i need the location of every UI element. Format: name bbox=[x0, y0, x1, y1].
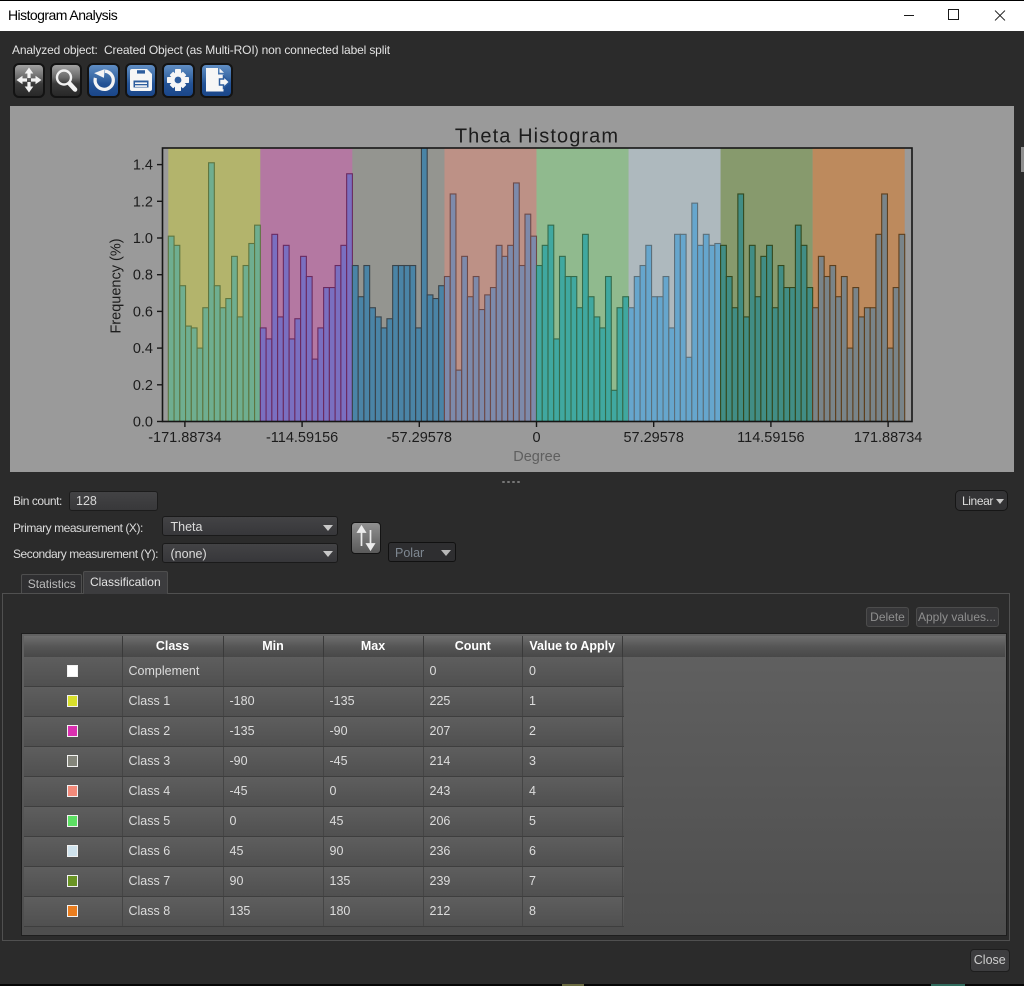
svg-text:0.2: 0.2 bbox=[133, 378, 153, 394]
svg-text:0.8: 0.8 bbox=[133, 268, 153, 284]
svg-text:0.6: 0.6 bbox=[133, 304, 153, 320]
svg-text:114.59156: 114.59156 bbox=[737, 430, 804, 446]
svg-text:0.0: 0.0 bbox=[133, 415, 153, 431]
svg-text:0.4: 0.4 bbox=[133, 341, 153, 357]
svg-text:1.0: 1.0 bbox=[133, 231, 153, 247]
svg-text:1.2: 1.2 bbox=[133, 194, 153, 210]
svg-text:Frequency (%): Frequency (%) bbox=[109, 238, 125, 333]
svg-text:-114.59156: -114.59156 bbox=[266, 430, 338, 446]
svg-text:0: 0 bbox=[532, 430, 540, 446]
svg-text:-57.29578: -57.29578 bbox=[387, 430, 452, 446]
svg-text:57.29578: 57.29578 bbox=[623, 430, 683, 446]
svg-text:1.4: 1.4 bbox=[133, 158, 153, 174]
svg-text:Degree: Degree bbox=[513, 449, 561, 465]
svg-text:-171.88734: -171.88734 bbox=[148, 430, 221, 446]
svg-text:Theta Histogram: Theta Histogram bbox=[455, 126, 619, 148]
svg-text:171.88734: 171.88734 bbox=[854, 430, 923, 446]
